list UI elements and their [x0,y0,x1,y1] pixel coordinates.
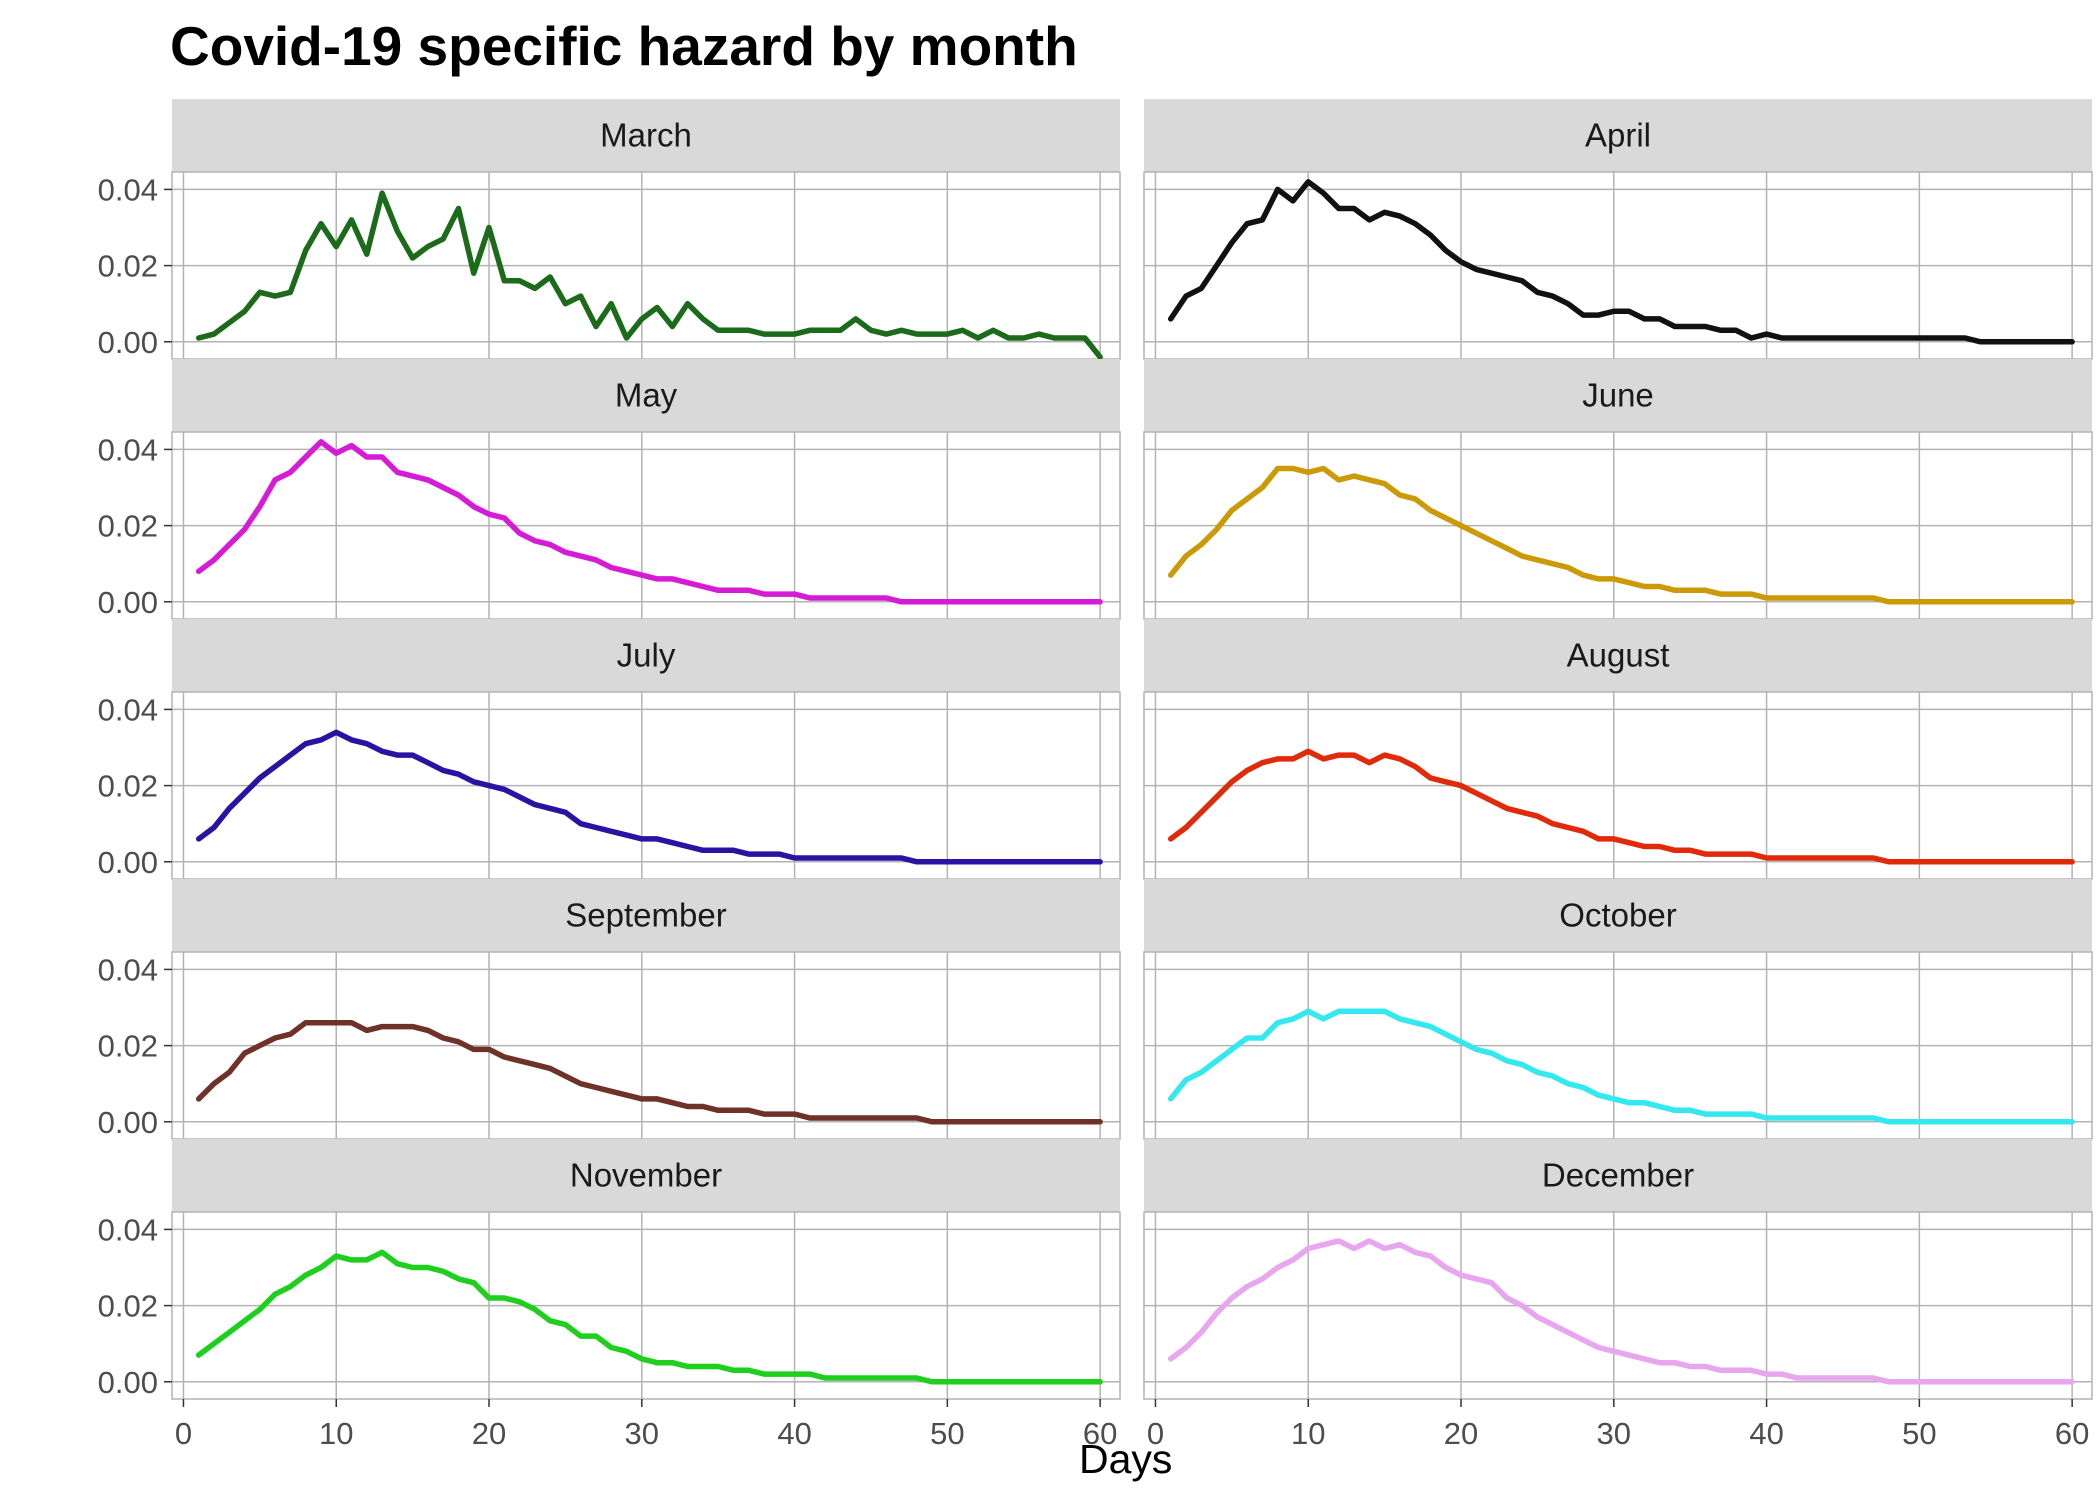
facet-strip-label: June [1582,377,1654,414]
x-tick-label: 60 [1083,1416,1117,1451]
facet-strip [1144,879,2092,952]
y-tick-label: 0.04 [98,692,158,727]
y-tick-label: 0.02 [98,249,158,284]
y-tick-label: 0.04 [98,952,158,987]
x-tick-label: 40 [1749,1416,1783,1451]
facet-strip [172,619,1120,692]
facet-strip [172,99,1120,172]
x-tick-label: 30 [625,1416,659,1451]
facet-strip [1144,99,2092,172]
y-tick-label: 0.00 [98,845,158,880]
series-line-june [1167,465,2075,605]
facet-strip-label: October [1559,897,1676,934]
facet-strip-label: April [1585,117,1651,154]
facet-panel-september: September 0.00 0.02 0.04 [98,879,1121,1140]
y-tick-label: 0.04 [98,432,158,467]
x-tick-label: 10 [1291,1416,1325,1451]
y-tick-label: 0.02 [98,769,158,804]
facet-panel-december: December 0 10 20 30 40 50 60 [1143,1139,2093,1451]
facet-strip-label: July [617,637,676,674]
x-tick-label: 0 [175,1416,192,1451]
series-line-december [1167,1238,2075,1385]
series-line-may [195,439,1103,605]
facet-strip-label: September [565,897,726,934]
y-tick-label: 0.02 [98,1289,158,1324]
facet-strip-label: August [1567,637,1670,674]
facet-strip [172,359,1120,432]
series-line-march [195,190,1103,360]
x-axis-label: Days [1079,1436,1173,1482]
facet-strip-label: December [1542,1157,1694,1194]
chart-title: Covid-19 specific hazard by month [170,15,1078,77]
facet-strip [1144,619,2092,692]
facet-strip-label: March [600,117,692,154]
facet-strip-label: May [615,377,678,414]
y-tick-label: 0.00 [98,1105,158,1140]
facet-strip [172,1139,1120,1212]
series-line-august [1167,748,2075,865]
series-line-april [1167,179,2075,345]
series-line-october [1167,1008,2075,1125]
series-line-july [195,729,1103,865]
facet-panel-july: July 0.00 0.02 0.04 [98,619,1121,880]
facet-strip [1144,1139,2092,1212]
y-tick-label: 0.00 [98,1365,158,1400]
facet-panel-march: March 0.00 0.02 0.04 [98,99,1121,360]
facet-panel-april: April [1143,99,2093,360]
series-line-september [195,1019,1103,1125]
x-tick-label: 30 [1597,1416,1631,1451]
facet-strip [172,879,1120,952]
x-tick-label: 60 [2055,1416,2089,1451]
y-tick-label: 0.04 [98,172,158,207]
y-tick-label: 0.00 [98,325,158,360]
y-tick-label: 0.00 [98,585,158,620]
y-tick-label: 0.04 [98,1212,158,1247]
x-tick-label: 50 [1902,1416,1936,1451]
series-line-november [195,1249,1103,1385]
facet-panel-may: May 0.00 0.02 0.04 [98,359,1121,620]
facet-strip-label: November [570,1157,722,1194]
facet-panel-october: October [1143,879,2093,1140]
x-tick-label: 20 [472,1416,506,1451]
facet-panel-november: November 0.00 0.02 0.04 0 10 20 30 40 50 60 [98,1139,1121,1451]
y-tick-label: 0.02 [98,1029,158,1064]
facet-panel-august: August [1143,619,2093,880]
x-tick-label: 20 [1444,1416,1478,1451]
facet-panel-june: June [1143,359,2093,620]
x-tick-label: 40 [777,1416,811,1451]
x-tick-label: 0 [1147,1416,1164,1451]
y-tick-label: 0.02 [98,509,158,544]
facet-strip [1144,359,2092,432]
x-tick-label: 50 [930,1416,964,1451]
x-tick-label: 10 [319,1416,353,1451]
